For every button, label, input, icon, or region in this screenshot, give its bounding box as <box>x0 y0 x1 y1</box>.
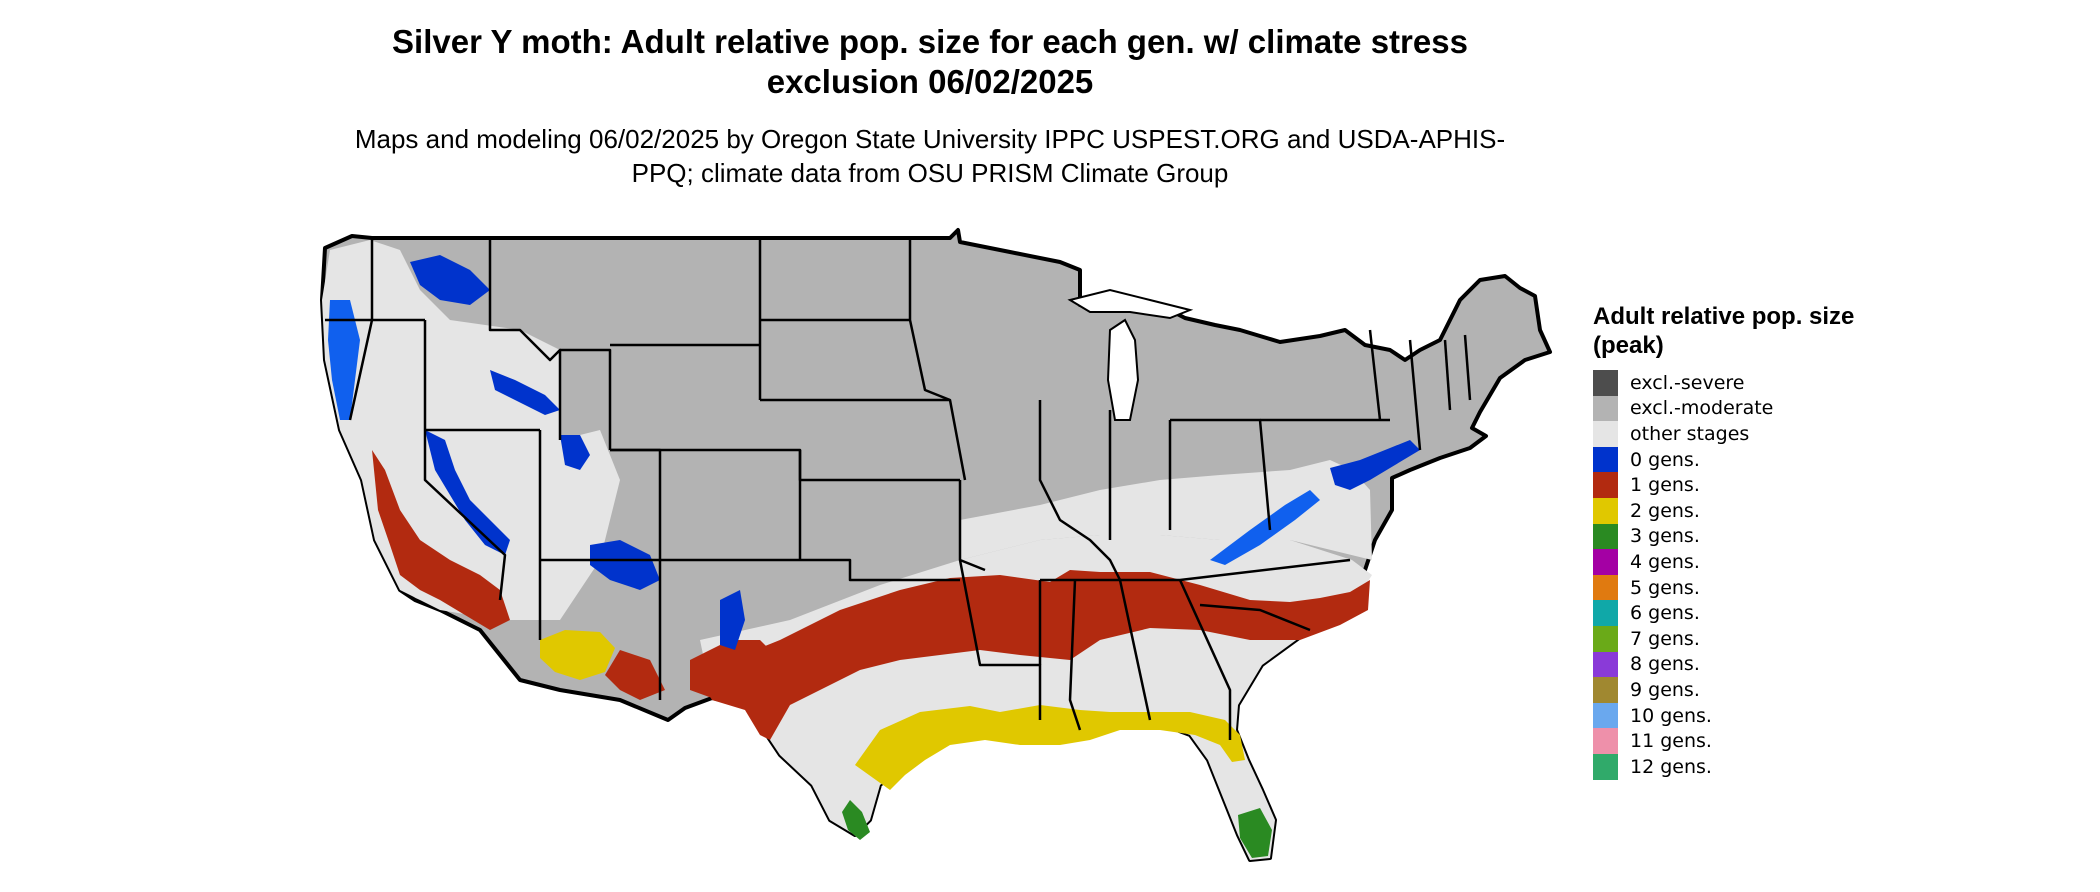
legend-item: 9 gens. <box>1593 677 1873 703</box>
legend-item: 5 gens. <box>1593 574 1873 601</box>
region-2-gens-gulf <box>855 705 1245 790</box>
legend-item: 6 gens. <box>1593 600 1873 626</box>
legend-items: excl.-severe excl.-moderate other stages 0 … <box>1593 370 1873 780</box>
legend-label: 12 gens. <box>1630 755 1712 778</box>
region-3-gens-texas <box>842 800 870 840</box>
us-map <box>320 228 1552 862</box>
legend-item: 3 gens. <box>1593 523 1873 550</box>
region-0-gens-appalachia <box>1210 490 1320 565</box>
legend-swatch <box>1593 600 1618 626</box>
legend-swatch <box>1593 497 1618 524</box>
map-title: Silver Y moth: Adult relative pop. size … <box>392 23 1468 100</box>
region-0-gens-arizona <box>590 540 660 590</box>
legend-swatch <box>1593 370 1618 396</box>
legend-label: 7 gens. <box>1630 627 1700 650</box>
legend-swatch <box>1593 651 1618 678</box>
region-0-gens-northeast <box>1330 440 1420 490</box>
legend-label: 9 gens. <box>1630 678 1700 701</box>
lake-michigan <box>1106 318 1140 421</box>
legend-label: 10 gens. <box>1630 704 1712 727</box>
region-0-gens-idaho <box>490 370 560 415</box>
legend-label: 11 gens. <box>1630 730 1712 753</box>
region-1-gen-arizona <box>605 650 665 700</box>
legend-label: excl.-moderate <box>1630 397 1774 420</box>
legend-swatch <box>1593 549 1618 575</box>
legend-swatch <box>1593 523 1618 550</box>
legend-label: 2 gens. <box>1630 499 1700 522</box>
legend-swatch <box>1593 753 1618 780</box>
region-1-gen-california <box>372 450 510 630</box>
legend-swatch <box>1593 677 1618 703</box>
legend-label: 0 gens. <box>1630 448 1700 471</box>
legend-item: 8 gens. <box>1593 651 1873 678</box>
legend-swatch <box>1593 446 1618 473</box>
legend-item: 10 gens. <box>1593 702 1873 729</box>
legend-swatch <box>1593 728 1618 754</box>
legend-item: 2 gens. <box>1593 497 1873 524</box>
legend-label: 8 gens. <box>1630 653 1700 676</box>
legend-item: 4 gens. <box>1593 549 1873 575</box>
legend-swatch <box>1593 395 1618 422</box>
legend-label: 5 gens. <box>1630 576 1700 599</box>
state-borders <box>325 238 1472 740</box>
legend-swatch <box>1593 472 1618 498</box>
legend-swatch <box>1593 625 1618 652</box>
legend-item: 0 gens. <box>1593 446 1873 473</box>
region-0-gens-newmexico <box>720 590 745 650</box>
legend-label: excl.-severe <box>1630 371 1745 394</box>
legend-label: other stages <box>1630 422 1750 445</box>
map-subtitle: Maps and modeling 06/02/2025 by Oregon S… <box>354 124 1506 188</box>
legend: Adult relative pop. size (peak) excl.-se… <box>1593 302 1873 780</box>
legend-item: 7 gens. <box>1593 625 1873 652</box>
legend-title: Adult relative pop. size (peak) <box>1593 303 1855 359</box>
legend-swatch <box>1593 702 1618 729</box>
legend-label: 4 gens. <box>1630 550 1700 573</box>
legend-item: 12 gens. <box>1593 753 1873 780</box>
legend-item: 11 gens. <box>1593 728 1873 754</box>
legend-label: 6 gens. <box>1630 602 1700 625</box>
legend-label: 3 gens. <box>1630 525 1700 548</box>
region-1-gen-westtexas <box>690 640 780 705</box>
region-0-gens-sierra <box>425 430 510 555</box>
region-1-gen-south <box>700 570 1370 740</box>
region-2-gens-arizona <box>540 630 615 680</box>
region-0-gens-pnw <box>410 255 490 305</box>
legend-item: excl.-severe <box>1593 370 1873 396</box>
legend-swatch <box>1593 574 1618 601</box>
region-3-gens-florida <box>1238 808 1272 858</box>
lake-superior <box>1067 288 1194 320</box>
legend-swatch <box>1593 421 1618 447</box>
legend-label: 1 gens. <box>1630 474 1700 497</box>
legend-item: 1 gens. <box>1593 472 1873 498</box>
legend-item: excl.-moderate <box>1593 395 1873 422</box>
legend-item: other stages <box>1593 421 1873 447</box>
region-0-gens-utah <box>560 435 590 470</box>
region-0-gens-coast <box>328 300 360 420</box>
